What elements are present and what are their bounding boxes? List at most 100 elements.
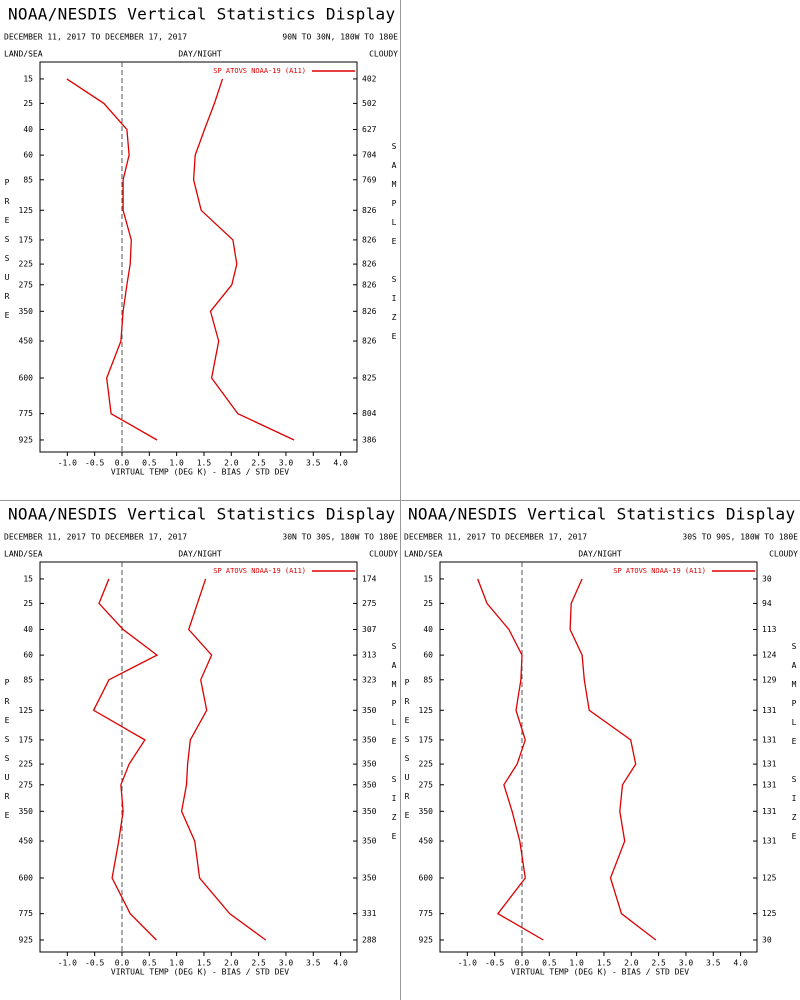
y-tick-label: 175 [19,235,34,244]
x-tick-label: 3.5 [306,459,321,468]
day-night-label: DAY/NIGHT [178,50,222,59]
y-tick-label: 25 [23,99,33,108]
y-tick-label: 175 [419,735,434,744]
y-tick-label: 15 [23,74,33,83]
legend-label: SP ATOVS NOAA-19 (A11) [213,67,306,75]
sample-size-label: 704 [362,151,377,160]
y-tick-label: 925 [419,935,434,944]
plot-frame [439,561,758,953]
sample-size-label: 350 [362,873,377,882]
x-tick-label: 3.0 [279,459,294,468]
y-tick-label: 60 [23,651,33,660]
y-tick-label: 85 [23,175,33,184]
y-tick-label: 925 [19,935,34,944]
chart-title: NOAA/NESDIS Vertical Statistics Display [8,505,395,524]
y-tick-label: 85 [23,675,33,684]
legend-label: SP ATOVS NOAA-19 (A11) [213,567,306,575]
plot-frame [39,561,358,953]
y-tick-label: 275 [19,280,34,289]
y-tick-label: 600 [19,873,34,882]
sample-size-label: 30 [762,935,772,944]
std-dev-line [192,78,295,441]
std-dev-line [569,578,657,941]
x-tick-label: 1.0 [169,959,184,968]
x-tick-label: 0.0 [115,459,130,468]
y-tick-label: 350 [19,807,34,816]
sample-size-label: 331 [362,909,377,918]
sample-size-label: 307 [362,625,377,634]
sample-size-label: 350 [362,760,377,769]
x-tick-label: 4.0 [333,459,348,468]
sample-size-label: 826 [362,307,377,316]
y-tick-label: 275 [419,780,434,789]
x-tick-label: -1.0 [58,959,77,968]
x-tick-label: 2.0 [224,959,239,968]
x-tick-label: 4.0 [733,959,748,968]
sample-size-label: 125 [762,873,777,882]
sample-size-label: 30 [762,574,772,583]
x-tick-label: 2.5 [251,459,266,468]
x-tick-label: -0.5 [485,959,504,968]
sample-size-label: 174 [362,574,377,583]
sample-size-label: 502 [362,99,377,108]
y-tick-label: 125 [19,706,34,715]
x-tick-label: -1.0 [58,459,77,468]
x-tick-label: 2.0 [624,959,639,968]
sample-size-label: 627 [362,125,377,134]
chart-panel: NOAA/NESDIS Vertical Statistics Display D… [3,5,399,477]
x-tick-label: 1.0 [569,959,584,968]
y-tick-label: 125 [419,706,434,715]
sample-size-label: 350 [362,706,377,715]
y-tick-label: 775 [19,409,34,418]
sample-size-label: 288 [362,935,377,944]
y-axis-label: PRESSURE [3,678,12,830]
x-tick-label: 2.5 [251,959,266,968]
x-tick-label: 1.0 [169,459,184,468]
region: 30N TO 30S, 180W TO 180E [282,533,398,542]
x-tick-label: 3.5 [306,959,321,968]
sample-size-label: 131 [762,706,777,715]
sample-size-label: 124 [762,651,777,660]
x-tick-label: 4.0 [333,959,348,968]
x-tick-label: 0.0 [115,959,130,968]
x-tick-label: 3.5 [706,959,721,968]
sample-size-label: 826 [362,260,377,269]
cloudy-label: CLOUDY [369,50,398,59]
y-tick-label: 450 [19,337,34,346]
x-tick-label: -0.5 [85,959,104,968]
y-tick-label: 600 [419,873,434,882]
legend-label: SP ATOVS NOAA-19 (A11) [613,567,706,575]
y-axis-label: PRESSURE [403,678,412,830]
x-tick-label: 3.0 [279,959,294,968]
bias-line [477,578,544,941]
sample-size-label: 826 [362,206,377,215]
y-tick-label: 275 [19,780,34,789]
sample-size-label: 131 [762,760,777,769]
y-tick-label: 225 [419,760,434,769]
y-tick-label: 225 [19,760,34,769]
sample-size-label: 94 [762,599,772,608]
y-tick-label: 350 [19,307,34,316]
y-tick-label: 450 [419,837,434,846]
x-tick-label: 0.5 [142,459,157,468]
x-axis-label: VIRTUAL TEMP (DEG K) - BIAS / STD DEV [111,968,289,977]
region: 90N TO 30N, 180W TO 180E [282,33,398,42]
y2-axis-label: SAMPLE SIZE [790,642,799,851]
sample-size-label: 131 [762,780,777,789]
sample-size-label: 129 [762,675,777,684]
y-tick-label: 40 [423,625,433,634]
x-axis-label: VIRTUAL TEMP (DEG K) - BIAS / STD DEV [511,968,689,977]
sample-size-label: 350 [362,780,377,789]
y-tick-label: 15 [23,574,33,583]
date-range: DECEMBER 11, 2017 TO DECEMBER 17, 2017 [4,533,187,542]
std-dev-line [180,578,267,941]
day-night-label: DAY/NIGHT [578,550,622,559]
x-tick-label: 0.5 [542,959,557,968]
date-range: DECEMBER 11, 2017 TO DECEMBER 17, 2017 [4,33,187,42]
y-tick-label: 925 [19,435,34,444]
y-tick-label: 775 [419,909,434,918]
chart-panel: NOAA/NESDIS Vertical Statistics Display D… [403,505,799,977]
sample-size-label: 350 [362,807,377,816]
x-tick-label: 2.5 [651,959,666,968]
